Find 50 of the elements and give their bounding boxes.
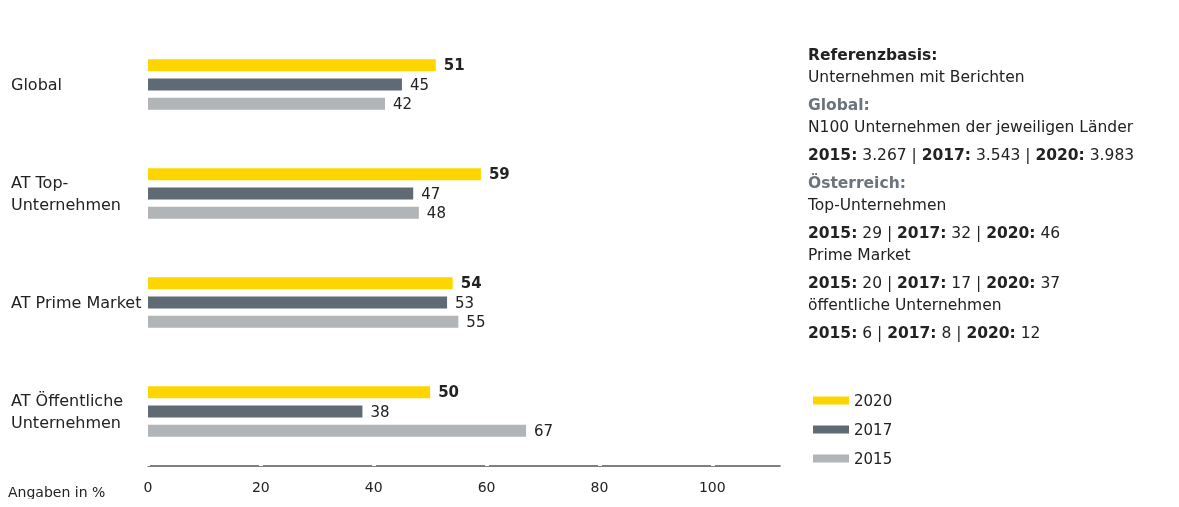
data-label: 42	[393, 94, 413, 113]
y-tick-label: AT Top-Unternehmen	[11, 173, 121, 214]
data-label: 53	[455, 293, 475, 312]
bar	[148, 59, 436, 72]
bar	[148, 78, 402, 91]
data-label: 54	[460, 274, 482, 293]
data-label: 59	[488, 165, 510, 184]
bar	[148, 424, 527, 437]
bar	[148, 296, 448, 309]
text: Unternehmen mit Berichten	[808, 68, 1025, 86]
text: N100 Unternehmen der jeweiligen Länder	[808, 118, 1134, 136]
legend-label: 2020	[854, 391, 893, 410]
bar	[148, 405, 363, 418]
x-tick-label: 100	[698, 479, 726, 495]
bar	[148, 187, 414, 200]
data-label: 50	[438, 383, 460, 402]
bar	[148, 97, 385, 110]
text: 2015: 6 | 2017: 8 | 2020: 12	[808, 324, 1041, 342]
x-tick-label: 20	[251, 479, 270, 495]
text: Referenzbasis:	[808, 45, 939, 66]
text: Top-Unternehmen	[808, 196, 947, 214]
y-tick-label: AT Öffentliche Unternehmen	[11, 391, 124, 432]
text: 2015: 3.267 | 2017: 3.543 | 2020: 3.983	[808, 146, 1135, 164]
x-tick-label: 0	[143, 479, 153, 495]
y-tick-label: AT Prime Market	[11, 293, 142, 312]
text: 2015: 29 | 2017: 32 | 2020: 46	[808, 224, 1061, 242]
legend-label: 2015	[854, 449, 893, 468]
x-tick-label: 60	[477, 479, 496, 495]
data-label: 67	[534, 421, 554, 440]
text: Global:	[808, 95, 871, 116]
text: Österreich:	[808, 172, 907, 194]
x-tick-label: 40	[364, 479, 383, 495]
data-label: 45	[409, 75, 430, 94]
x-axis-title: Angaben in %	[8, 484, 106, 500]
data-label: 38	[370, 402, 390, 421]
data-label: 51	[443, 56, 465, 75]
data-label: 48	[426, 203, 446, 222]
text: Prime Market	[808, 246, 911, 264]
bar	[148, 315, 459, 328]
text: 2015: 20 | 2017: 17 | 2020: 37	[808, 274, 1061, 292]
bar	[148, 206, 419, 219]
bar	[148, 168, 481, 181]
bar	[148, 277, 453, 290]
bar	[148, 386, 431, 399]
text: öffentliche Unternehmen	[808, 296, 1002, 314]
data-label: 55	[466, 312, 486, 331]
y-tick-label: Global	[11, 75, 63, 94]
legend-label: 2017	[854, 420, 893, 439]
x-tick-label: 80	[590, 479, 609, 495]
data-label: 47	[421, 184, 441, 203]
